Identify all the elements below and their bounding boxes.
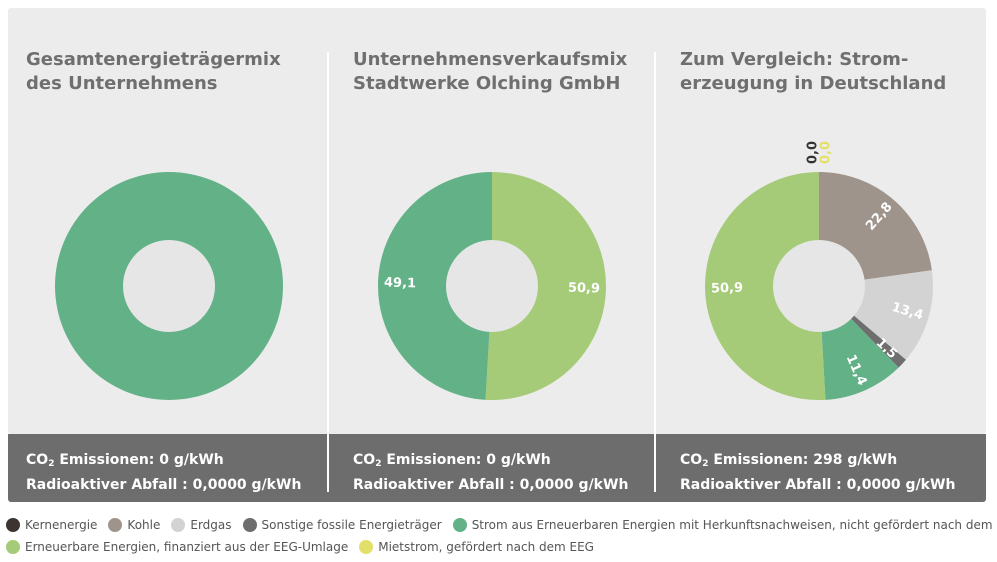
legend-label-herkunftsnachweise: Strom aus Erneuerbaren Energien mit Herk…: [471, 518, 997, 532]
donut-chart-sales-mix: 50,9 49,1: [378, 172, 607, 400]
panel-divider-2: [654, 52, 656, 492]
panel-3-title-line-2: erzeugung in Deutschland: [680, 73, 947, 94]
donut-hole-1: [446, 240, 538, 332]
panel-3-radioactive-waste: Radioaktiver Abfall : 0,0000 g/kWh: [680, 477, 956, 493]
legend-swatch-kohle: [108, 518, 123, 532]
legend-item-erdgas: Erdgas: [171, 518, 232, 532]
panel-1-title-line-1: Gesamtenergieträgermix: [26, 49, 281, 70]
slice-1-strom-aus-erneuerbaren-energien-mit-herk: [378, 172, 492, 400]
legend-row-1: Kernenergie Kohle Erdgas Sonstige fossil…: [6, 514, 997, 536]
panel-1-info: CO2 Emissionen: 0 g/kWh Radioaktiver Abf…: [26, 450, 301, 496]
legend-swatch-mietstrom: [359, 540, 374, 554]
panel-2-title-line-2: Stadtwerke Olching GmbH: [353, 73, 621, 94]
data-label-2-erneuerbare-energien-finanziert-aus-der-: 50,9: [711, 281, 743, 297]
legend-label-eeg-umlage: Erneuerbare Energien, finanziert aus der…: [25, 540, 349, 554]
legend-label-mietstrom: Mietstrom, gefördert nach dem EEG: [378, 540, 594, 554]
legend-item-kohle: Kohle: [108, 518, 160, 532]
panel-2-radioactive-waste: Radioaktiver Abfall : 0,0000 g/kWh: [353, 477, 629, 493]
legend-label-sonstige-fossile: Sonstige fossile Energieträger: [261, 518, 442, 532]
data-label-1-strom-aus-erneuerbaren-energien-mit-herk: 49,1: [384, 275, 416, 291]
panel-2-title-line-1: Unternehmensverkaufsmix: [353, 49, 628, 70]
donut-chart-germany-generation: 0,022,813,41,511,450,90,0: [704, 141, 933, 400]
legend-label-kernenergie: Kernenergie: [25, 518, 98, 532]
panel-1-title: Gesamtenergieträgermix des Unternehmens: [26, 48, 326, 96]
legend-item-kernenergie: Kernenergie: [6, 518, 97, 532]
slice-1-erneuerbare-energien-finanziert-aus-der-: [485, 172, 607, 400]
panel-3-co2-emissions: CO2 Emissionen: 298 g/kWh: [680, 452, 898, 469]
panel-1-radioactive-waste: Radioaktiver Abfall : 0,0000 g/kWh: [26, 477, 302, 493]
legend: Kernenergie Kohle Erdgas Sonstige fossil…: [6, 514, 997, 558]
data-label-2-kernenergie: 0,0: [806, 141, 821, 164]
panel-3-title-line-1: Zum Vergleich: Strom-: [680, 49, 909, 70]
legend-row-2: Erneuerbare Energien, finanziert aus der…: [6, 536, 996, 558]
donut-chart-company-mix: [55, 172, 283, 400]
slice-2-erneuerbare-energien-finanziert-aus-der-: [704, 172, 826, 400]
legend-swatch-sonstige-fossile: [242, 518, 257, 532]
legend-label-kohle: Kohle: [127, 518, 161, 532]
panel-1-title-line-2: des Unternehmens: [26, 73, 218, 94]
panel-1-co2-emissions: CO2 Emissionen: 0 g/kWh: [26, 452, 224, 469]
legend-item-herkunftsnachweise: Strom aus Erneuerbaren Energien mit Herk…: [452, 518, 997, 532]
legend-item-mietstrom: Mietstrom, gefördert nach dem EEG: [359, 540, 594, 554]
data-label-1-erneuerbare-energien-finanziert-aus-der-: 50,9: [568, 281, 600, 297]
donut-hole-0: [123, 240, 215, 332]
donut-hole-2: [773, 240, 865, 332]
panel-2-co2-emissions: CO2 Emissionen: 0 g/kWh: [353, 452, 551, 469]
legend-label-erdgas: Erdgas: [190, 518, 232, 532]
legend-item-eeg-umlage: Erneuerbare Energien, finanziert aus der…: [6, 540, 348, 554]
emissions-info-bar: [8, 434, 986, 502]
panel-2-info: CO2 Emissionen: 0 g/kWh Radioaktiver Abf…: [353, 450, 628, 496]
data-label-2-mietstrom-gef-rdert-nach-dem-eeg: 0,0: [819, 141, 834, 164]
panel-2-title: Unternehmensverkaufsmix Stadtwerke Olchi…: [353, 48, 653, 96]
panel-3-title: Zum Vergleich: Strom- erzeugung in Deuts…: [680, 48, 980, 96]
panel-divider-1: [327, 52, 329, 492]
legend-swatch-eeg-umlage: [6, 540, 20, 554]
legend-swatch-herkunftsnachweise: [452, 518, 467, 532]
legend-item-sonstige-fossile: Sonstige fossile Energieträger: [242, 518, 442, 532]
panel-3-info: CO2 Emissionen: 298 g/kWh Radioaktiver A…: [680, 450, 955, 496]
legend-swatch-kernenergie: [6, 518, 20, 532]
legend-swatch-erdgas: [171, 518, 186, 532]
